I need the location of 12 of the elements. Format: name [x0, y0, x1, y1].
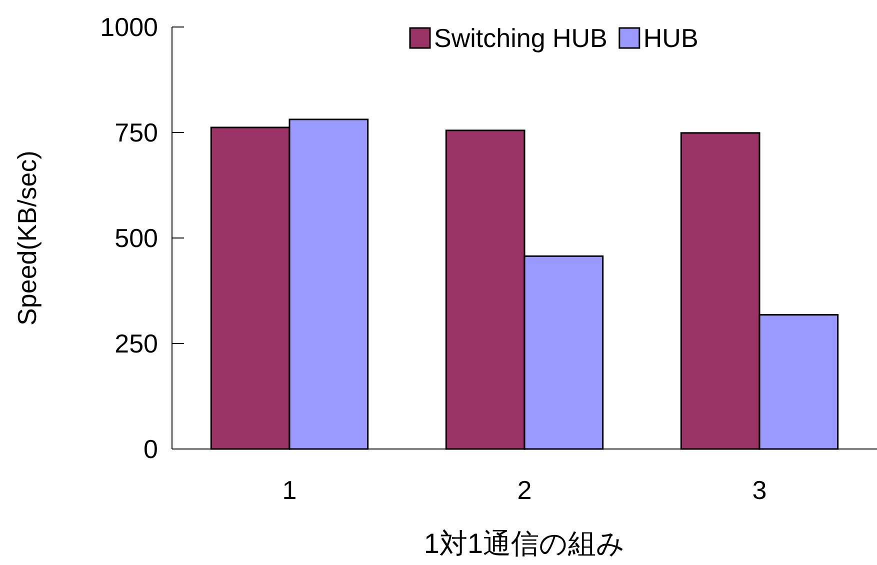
legend-label: HUB — [643, 23, 698, 53]
y-tick-label: 0 — [144, 434, 158, 464]
x-tick-label: 1 — [282, 475, 297, 505]
y-tick-label: 750 — [114, 118, 158, 148]
y-tick-label: 500 — [114, 223, 158, 253]
y-axis-title: Speed(KB/sec) — [12, 150, 42, 326]
legend-label: Switching HUB — [434, 23, 608, 53]
x-axis-title: 1対1通信の組み — [424, 528, 626, 559]
y-tick-label: 250 — [114, 328, 158, 358]
y-tick-label: 1000 — [100, 12, 158, 42]
x-tick-label: 2 — [517, 475, 532, 505]
x-tick-label: 3 — [752, 475, 767, 505]
